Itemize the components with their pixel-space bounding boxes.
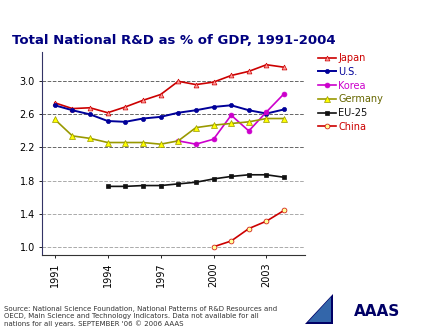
Polygon shape xyxy=(305,294,333,324)
Text: AAAS: AAAS xyxy=(354,304,400,319)
Title: Total National R&D as % of GDP, 1991-2004: Total National R&D as % of GDP, 1991-200… xyxy=(12,34,336,47)
Text: Source: National Science Foundation, National Patterns of R&D Resources and
OECD: Source: National Science Foundation, Nat… xyxy=(4,306,277,327)
Legend: Japan, U.S., Korea, Germany, EU-25, China: Japan, U.S., Korea, Germany, EU-25, Chin… xyxy=(318,53,383,131)
Polygon shape xyxy=(308,297,331,322)
